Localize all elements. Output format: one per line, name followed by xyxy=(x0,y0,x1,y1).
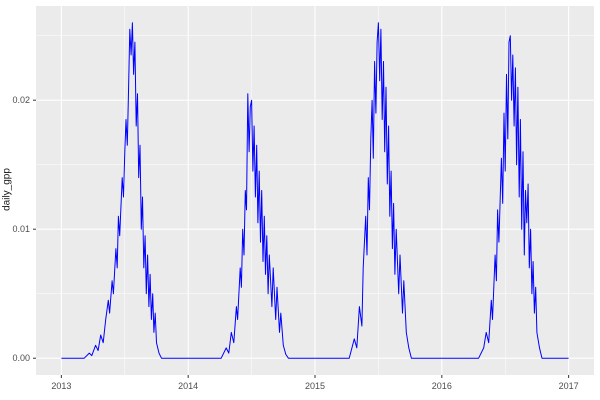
y-tick-label: 0.02 xyxy=(12,95,30,105)
x-tick-label: 2013 xyxy=(51,381,71,391)
x-tick-label: 2015 xyxy=(305,381,325,391)
y-tick-label: 0.01 xyxy=(12,224,30,234)
x-tick-label: 2014 xyxy=(178,381,198,391)
x-tick-label: 2016 xyxy=(432,381,452,391)
x-tick-label: 2017 xyxy=(559,381,579,391)
data-line xyxy=(61,22,569,359)
y-tick-label: 0.00 xyxy=(12,353,30,363)
